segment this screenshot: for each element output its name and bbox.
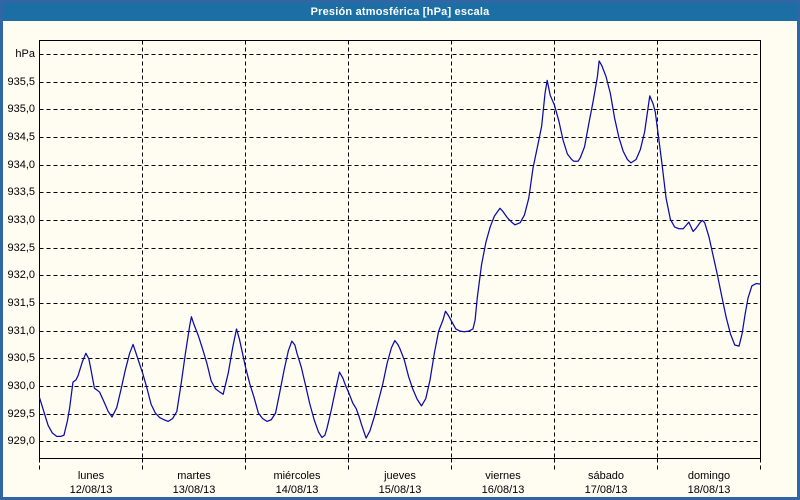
y-tick-label: 932,0 xyxy=(7,269,35,282)
y-tick-label: 935,0 xyxy=(7,103,35,116)
plot-border xyxy=(39,40,761,459)
y-tick-label: 932,5 xyxy=(7,241,35,254)
y-axis-unit-label: hPa xyxy=(15,48,35,60)
x-date-label: 12/08/13 xyxy=(69,484,113,496)
y-tick-label: 933,0 xyxy=(7,213,35,226)
y-tick-label: 931,0 xyxy=(7,324,35,337)
y-tick-label: 930,0 xyxy=(7,380,35,393)
x-date-label: 16/08/13 xyxy=(481,484,525,496)
x-day-label: miércoles xyxy=(273,470,321,482)
y-tick-label: 934,5 xyxy=(7,130,35,143)
x-date-label: 18/08/13 xyxy=(687,484,731,496)
x-day-label: sábado xyxy=(587,470,625,482)
y-tick-label: 929,5 xyxy=(7,407,35,420)
x-day-label: jueves xyxy=(384,470,416,482)
y-tick-label: 933,5 xyxy=(7,186,35,199)
y-tick-label: 935,5 xyxy=(7,75,35,88)
x-date-label: 17/08/13 xyxy=(584,484,628,496)
x-date-label: 13/08/13 xyxy=(172,484,216,496)
x-day-label: domingo xyxy=(687,470,731,482)
title-bar: Presión atmosférica [hPa] escala xyxy=(3,3,797,21)
chart-title: Presión atmosférica [hPa] escala xyxy=(310,6,490,18)
y-tick-label: 934,0 xyxy=(7,158,35,171)
y-tick-label: 930,5 xyxy=(7,352,35,365)
x-day-label: lunes xyxy=(77,470,105,482)
y-tick-label: 931,5 xyxy=(7,296,35,309)
x-day-label: viernes xyxy=(485,470,521,482)
x-date-label: 14/08/13 xyxy=(275,484,319,496)
x-day-label: martes xyxy=(177,470,211,482)
pressure-line xyxy=(38,60,762,439)
y-tick-label: 929,0 xyxy=(7,435,35,448)
x-date-label: 15/08/13 xyxy=(378,484,422,496)
